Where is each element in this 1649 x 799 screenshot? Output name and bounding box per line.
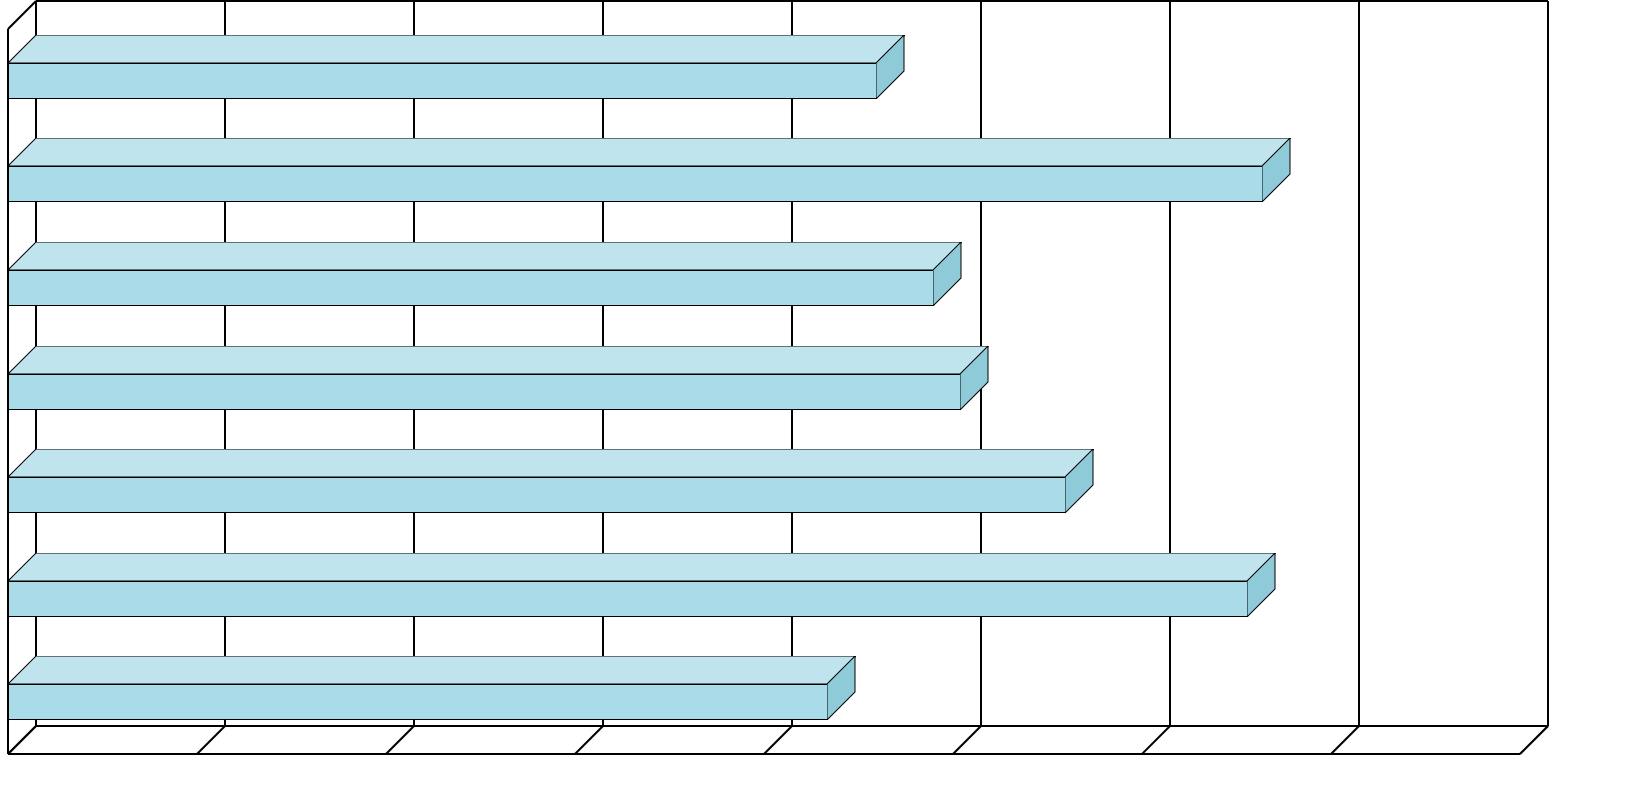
- bar-top-face: [8, 553, 1276, 582]
- bar-side-face: [933, 242, 962, 306]
- bar-front: [8, 270, 934, 306]
- horizontal-3d-bar-chart: [0, 0, 1649, 799]
- bar-front: [8, 477, 1066, 513]
- bar-front: [8, 581, 1248, 617]
- bar-side-face: [876, 35, 905, 99]
- bar: [8, 270, 934, 306]
- bar: [8, 63, 877, 99]
- bar-top-face: [8, 449, 1094, 478]
- bar: [8, 684, 828, 720]
- bar-side-face: [827, 656, 856, 720]
- bar: [8, 477, 1066, 513]
- bar-top-face: [8, 35, 905, 64]
- bar-front: [8, 63, 877, 99]
- bar-front: [8, 684, 828, 720]
- bar-top-face: [8, 346, 989, 375]
- bar-front: [8, 374, 961, 410]
- bar-side-face: [1262, 138, 1291, 202]
- bar-front: [8, 166, 1263, 202]
- plot-area: [8, 0, 1548, 755]
- bar-top-face: [8, 138, 1291, 167]
- bar: [8, 166, 1263, 202]
- bar: [8, 374, 961, 410]
- bar-side-face: [1247, 553, 1276, 617]
- bar-top-face: [8, 242, 962, 271]
- bar-side-face: [960, 346, 989, 410]
- bar-side-face: [1065, 449, 1094, 513]
- bar: [8, 581, 1248, 617]
- bar-top-face: [8, 656, 856, 685]
